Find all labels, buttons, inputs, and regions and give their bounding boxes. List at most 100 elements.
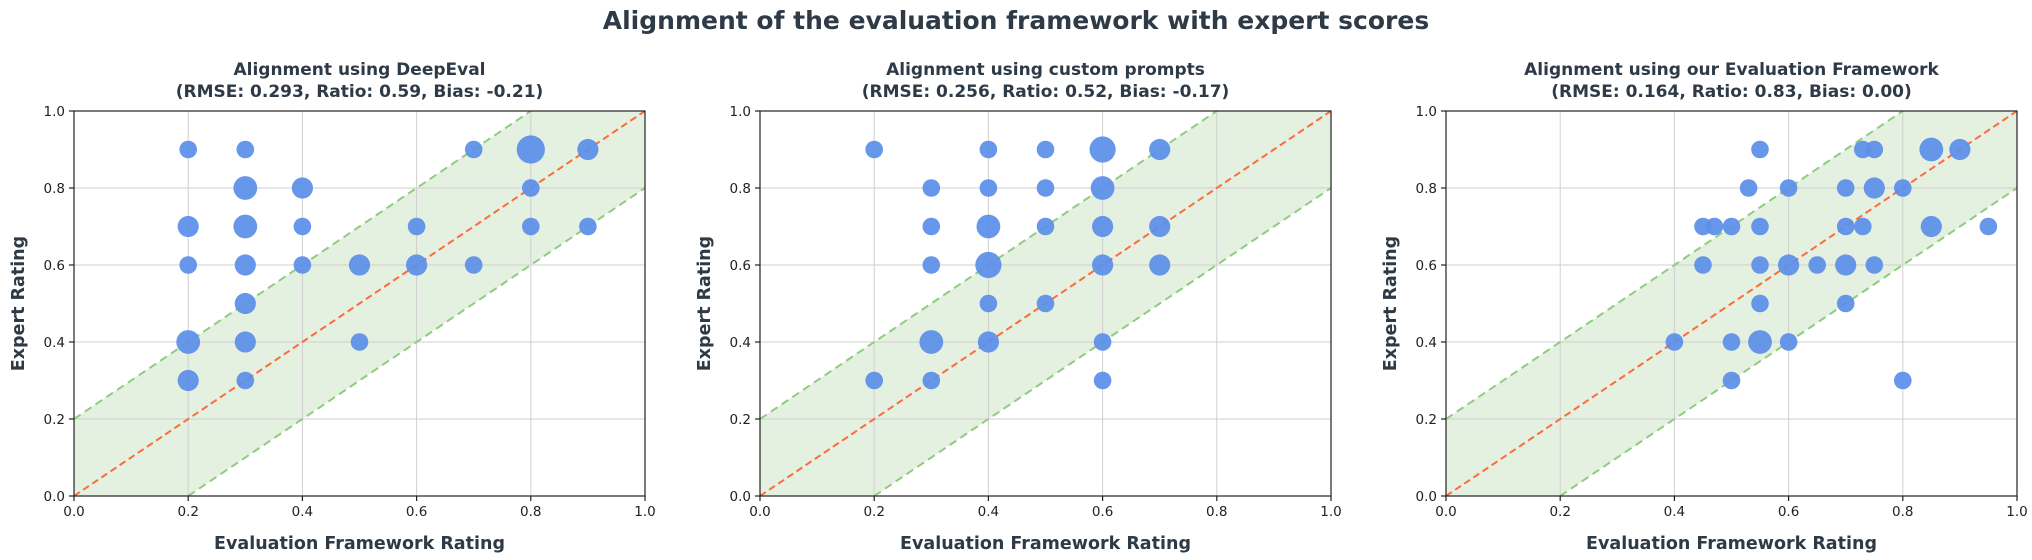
scatter-point	[348, 254, 371, 276]
y-tick-label: 0.0	[1416, 489, 1437, 505]
plot-area	[74, 111, 645, 496]
y-tick-label: 0.8	[44, 181, 65, 197]
x-tick-label: 0.2	[177, 504, 198, 520]
scatter-point	[177, 215, 199, 238]
x-tick-label: 0.6	[1092, 504, 1113, 520]
scatter-point	[979, 294, 998, 313]
scatter-point	[1919, 137, 1944, 162]
scatter-point	[464, 140, 483, 159]
scatter-point	[233, 176, 258, 200]
plot-frame	[759, 110, 1332, 497]
scatter-point	[522, 217, 540, 236]
y-tick-label: 0.2	[44, 412, 65, 428]
y-tick-label: 0.2	[730, 412, 751, 428]
band-upper-edge	[1446, 111, 1904, 420]
scatter-point	[1149, 254, 1171, 276]
x-tick-label: 0.2	[1549, 504, 1570, 520]
chart-title: Alignment using DeepEval	[233, 60, 485, 80]
plot-frame	[1445, 110, 2018, 497]
x-tick-label: 0.4	[292, 504, 313, 520]
scatter-point	[1092, 215, 1114, 238]
x-tick-label: 0.8	[520, 504, 541, 520]
scatter-point	[1778, 254, 1800, 276]
chart-panel-2: 0.0 0.2 0.4 0.6 0.8 1.0 0.0 0.2 0.4 0.6 0.8 1.0 Alig…	[695, 60, 1342, 554]
scatter-point	[1149, 215, 1171, 238]
scatter-point	[1865, 140, 1884, 159]
x-axis-label: Evaluation Framework Rating	[1586, 534, 1877, 554]
scatter-point	[1836, 179, 1855, 197]
y-tick-label: 0.4	[44, 335, 65, 351]
scatter-point	[1722, 371, 1741, 390]
scatter-point	[234, 292, 256, 315]
x-tick-label: 0.8	[1206, 504, 1227, 520]
y-tick-label: 0.6	[730, 258, 751, 274]
scatter-point	[1836, 217, 1855, 236]
scatter-point	[922, 256, 941, 274]
x-tick-label: 0.0	[63, 504, 84, 520]
scatter-point	[176, 330, 201, 354]
scatter-point	[1835, 254, 1857, 276]
scatter-point	[579, 217, 597, 236]
chart-title: Alignment using custom prompts	[886, 60, 1205, 80]
scatter-point	[407, 217, 426, 236]
plot-area	[760, 111, 1331, 496]
scatter-point	[1751, 140, 1769, 159]
x-tick-label: 0.6	[406, 504, 427, 520]
scatter-point	[1949, 138, 1971, 161]
scatter-point	[865, 140, 883, 159]
y-tick-label: 0.0	[44, 489, 65, 505]
y-tick-label: 1.0	[44, 104, 65, 120]
scatter-point	[1694, 256, 1712, 274]
scatter-point	[236, 371, 255, 390]
x-tick-label: 0.0	[749, 504, 770, 520]
scatter-point	[922, 179, 941, 197]
x-tick-label: 0.2	[863, 504, 884, 520]
chart-subtitle: (RMSE: 0.164, Ratio: 0.83, Bias: 0.00)	[1551, 82, 1912, 102]
scatter-point	[464, 256, 483, 274]
scatter-point	[1920, 215, 1942, 238]
scatter-point	[522, 179, 540, 197]
scatter-point	[1722, 333, 1741, 351]
y-tick-label: 0.6	[1416, 258, 1437, 274]
figure-title: Alignment of the evaluation framework wi…	[603, 6, 1429, 35]
scatter-point	[234, 254, 256, 276]
scatter-point	[1863, 177, 1885, 199]
y-tick-label: 0.4	[1416, 335, 1437, 351]
x-tick-label: 0.8	[1892, 504, 1913, 520]
y-axis-label: Expert Rating	[1381, 236, 1401, 371]
y-axis-label: Expert Rating	[9, 236, 29, 371]
scatter-point	[179, 140, 197, 159]
y-tick-label: 0.6	[44, 258, 65, 274]
x-tick-label: 1.0	[2006, 504, 2027, 520]
scatter-point	[976, 214, 1001, 239]
scatter-point	[1779, 333, 1798, 351]
scatter-point	[1089, 136, 1116, 163]
x-tick-label: 0.0	[1435, 504, 1456, 520]
x-tick-label: 0.4	[978, 504, 999, 520]
scatter-point	[406, 254, 428, 276]
scatter-point	[1748, 330, 1772, 354]
scatter-point	[1779, 179, 1798, 197]
scatter-point	[179, 256, 197, 274]
scatter-point	[922, 371, 941, 390]
plot-frame	[73, 110, 646, 497]
scatter-point	[1093, 333, 1112, 351]
scatter-point	[1739, 179, 1758, 197]
y-tick-label: 0.4	[730, 335, 751, 351]
scatter-point	[1092, 254, 1114, 276]
x-tick-label: 1.0	[634, 504, 655, 520]
scatter-point	[1894, 371, 1912, 390]
scatter-point	[291, 177, 313, 199]
y-tick-label: 0.8	[730, 181, 751, 197]
scatter-point	[1090, 176, 1115, 200]
scatter-point	[1093, 371, 1112, 390]
chart-panel-1: 0.0 0.2 0.4 0.6 0.8 1.0 0.0 0.2 0.4 0.6 0.8 1.0 Alig…	[9, 60, 656, 554]
scatter-point	[1036, 217, 1055, 236]
y-tick-label: 0.8	[1416, 181, 1437, 197]
scatter-point	[233, 214, 258, 239]
scatter-point	[1036, 179, 1055, 197]
plot-area	[1446, 111, 2017, 496]
identity-line	[1446, 111, 2017, 496]
chart-panel-3: 0.0 0.2 0.4 0.6 0.8 1.0 0.0 0.2 0.4 0.6 0.8 1.0 Alig…	[1381, 60, 2028, 554]
